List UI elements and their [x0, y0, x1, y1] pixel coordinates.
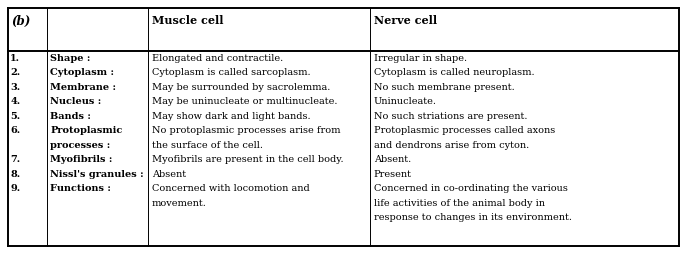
Text: 5.: 5.: [10, 112, 21, 121]
Text: 2.: 2.: [10, 68, 21, 77]
Text: Irregular in shape.: Irregular in shape.: [374, 54, 467, 63]
Text: Concerned with locomotion and: Concerned with locomotion and: [152, 184, 310, 193]
Text: No such striations are present.: No such striations are present.: [374, 112, 527, 121]
Text: and dendrons arise from cyton.: and dendrons arise from cyton.: [374, 141, 529, 150]
Text: (b): (b): [11, 15, 30, 28]
Text: the surface of the cell.: the surface of the cell.: [152, 141, 263, 150]
Text: Nissl's granules :: Nissl's granules :: [50, 170, 144, 179]
Text: Absent: Absent: [152, 170, 186, 179]
Text: No protoplasmic processes arise from: No protoplasmic processes arise from: [152, 126, 340, 135]
Text: Cytoplasm is called neuroplasm.: Cytoplasm is called neuroplasm.: [374, 68, 534, 77]
Text: 1.: 1.: [10, 54, 21, 63]
Text: Shape :: Shape :: [50, 54, 91, 63]
Text: 3.: 3.: [10, 83, 21, 92]
Text: life activities of the animal body in: life activities of the animal body in: [374, 199, 545, 208]
Text: Bands :: Bands :: [50, 112, 91, 121]
Text: Protoplasmic: Protoplasmic: [50, 126, 122, 135]
Text: Concerned in co-ordinating the various: Concerned in co-ordinating the various: [374, 184, 567, 193]
Text: Myofibrils are present in the cell body.: Myofibrils are present in the cell body.: [152, 155, 344, 164]
Text: Elongated and contractile.: Elongated and contractile.: [152, 54, 283, 63]
Text: Uninucleate.: Uninucleate.: [374, 97, 437, 106]
Text: Cytoplasm :: Cytoplasm :: [50, 68, 114, 77]
Text: Membrane :: Membrane :: [50, 83, 116, 92]
Text: processes :: processes :: [50, 141, 111, 150]
Text: No such membrane present.: No such membrane present.: [374, 83, 515, 92]
Text: 9.: 9.: [10, 184, 21, 193]
Text: Nucleus :: Nucleus :: [50, 97, 102, 106]
Text: May be surrounded by sacrolemma.: May be surrounded by sacrolemma.: [152, 83, 330, 92]
Text: Protoplasmic processes called axons: Protoplasmic processes called axons: [374, 126, 555, 135]
Text: 7.: 7.: [10, 155, 21, 164]
Text: Nerve cell: Nerve cell: [374, 15, 437, 26]
Text: 6.: 6.: [10, 126, 21, 135]
Text: Cytoplasm is called sarcoplasm.: Cytoplasm is called sarcoplasm.: [152, 68, 311, 77]
Text: response to changes in its environment.: response to changes in its environment.: [374, 213, 572, 222]
Text: Absent.: Absent.: [374, 155, 411, 164]
Text: movement.: movement.: [152, 199, 207, 208]
Text: Functions :: Functions :: [50, 184, 111, 193]
Text: 8.: 8.: [10, 170, 21, 179]
Text: Myofibrils :: Myofibrils :: [50, 155, 113, 164]
Text: Muscle cell: Muscle cell: [152, 15, 223, 26]
Text: Present: Present: [374, 170, 412, 179]
Text: May be uninucleate or multinucleate.: May be uninucleate or multinucleate.: [152, 97, 337, 106]
Text: May show dark and light bands.: May show dark and light bands.: [152, 112, 311, 121]
Text: 4.: 4.: [10, 97, 21, 106]
